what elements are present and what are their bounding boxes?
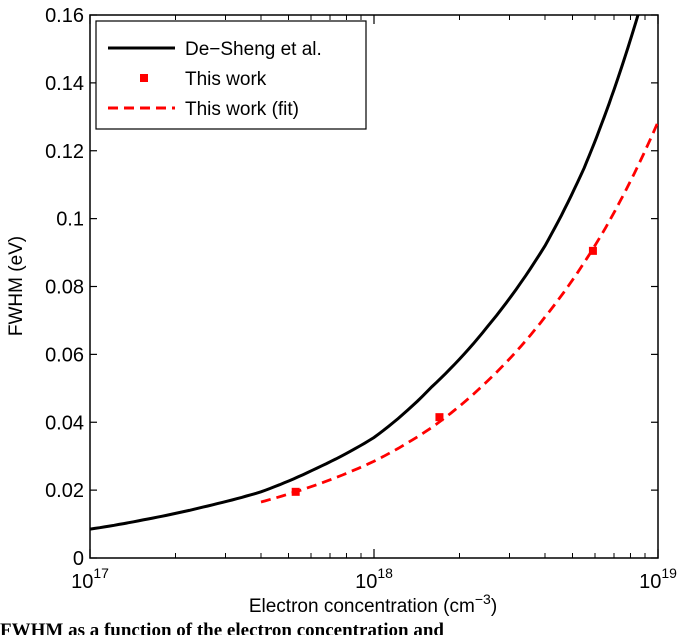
y-tick-label: 0.08 xyxy=(45,277,84,299)
y-tick-label: 0.02 xyxy=(45,480,84,502)
y-tick-label: 0.16 xyxy=(45,5,84,27)
y-tick-label: 0 xyxy=(73,548,84,570)
legend-label: This work xyxy=(185,69,267,90)
x-tick-label: 1019 xyxy=(639,565,677,593)
y-tick-label: 0.12 xyxy=(45,141,84,163)
x-tick-label: 1018 xyxy=(355,565,393,593)
y-tick-label: 0.1 xyxy=(56,209,84,231)
legend: De−Sheng et al. This work This work (fit) xyxy=(95,20,367,130)
legend-marker xyxy=(140,74,148,82)
data-point xyxy=(435,413,444,422)
y-tick-label: 0.04 xyxy=(45,412,84,434)
x-axis-label-main: Electron concentration (cm xyxy=(249,596,475,617)
y-tick-label: 0.14 xyxy=(45,73,84,95)
reference-line xyxy=(90,15,640,531)
chart: 0 0.02 0.04 0.06 0.08 0.1 0.12 0.14 0.16 1017 1018… xyxy=(6,5,677,617)
y-axis-label: FWHM (eV) xyxy=(6,236,27,336)
ticks: 0 0.02 0.04 0.06 0.08 0.1 0.12 0.14 0.16 1017 1018… xyxy=(45,5,677,593)
y-tick-label: 0.06 xyxy=(45,344,84,366)
legend-label: This work (fit) xyxy=(185,99,299,120)
x-axis-label-sup: −3 xyxy=(475,591,491,607)
x-axis-label-end: ) xyxy=(491,596,497,617)
legend-label: De−Sheng et al. xyxy=(185,39,322,60)
x-tick-label: 1017 xyxy=(71,565,109,593)
data-point xyxy=(588,246,597,255)
x-axis-label: Electron concentration (cm−3) xyxy=(249,591,497,617)
series-layer xyxy=(90,15,658,531)
figure-caption: FWHM as a function of the electron conce… xyxy=(0,620,444,635)
